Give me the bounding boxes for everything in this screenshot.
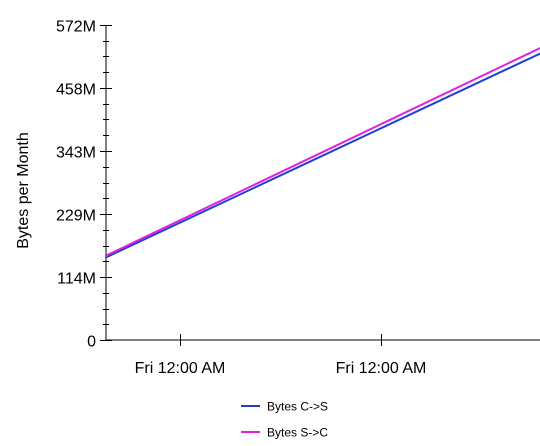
series-line-2 [105,47,540,257]
y-tick-label: 572M [56,19,96,36]
legend: Bytes C->S Bytes S->C [241,400,328,440]
legend-label-2: Bytes S->C [267,426,328,440]
series-line-1 [105,52,540,259]
x-axis: Fri 12:00 AM Fri 12:00 AM [106,334,540,377]
legend-label-1: Bytes C->S [267,400,328,414]
y-tick-label: 458M [56,82,96,99]
y-tick-label: 114M [57,271,96,288]
x-tick-label: Fri 12:00 AM [135,360,226,377]
series-layer [105,47,540,259]
y-tick-label: 343M [56,145,96,162]
y-tick-label: 229M [56,208,96,225]
y-tick-label: 0 [87,334,96,351]
x-tick-label: Fri 12:00 AM [336,360,427,377]
y-axis-title: Bytes per Month [15,132,32,249]
y-axis: 0 114M 229M 343M 458M 572M [56,19,112,351]
